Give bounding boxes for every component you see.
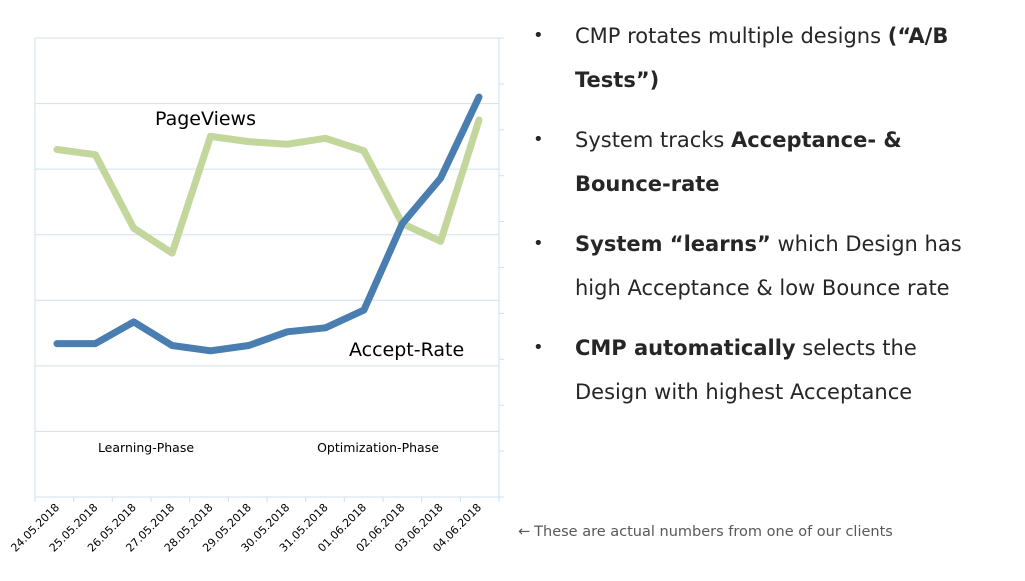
bullet-list: • CMP rotates multiple designs (“A/B Test… bbox=[533, 14, 993, 430]
bullet-text-bold: System “learns” bbox=[575, 232, 771, 256]
bullet-text: selects the Design with highest Acceptan… bbox=[575, 336, 917, 404]
bullet-item: • System “learns” which Design has high A… bbox=[533, 222, 993, 310]
bullet-text-bold: Acceptance- & Bounce-rate bbox=[575, 128, 902, 196]
bullet-item: • System tracks Acceptance- & Bounce-rate bbox=[533, 118, 993, 206]
series-label: PageViews bbox=[155, 108, 256, 130]
series-label: Accept-Rate bbox=[349, 339, 464, 361]
footnote-text: These are actual numbers from one of our… bbox=[534, 524, 893, 540]
bullet-text: CMP rotates multiple designs bbox=[575, 24, 888, 48]
bullet-text: which Design has high Acceptance & low B… bbox=[575, 232, 962, 300]
bullet-dot-icon: • bbox=[533, 25, 544, 46]
bullet-text: System tracks bbox=[575, 128, 732, 152]
line-chart: Learning-Phase Optimization-Phase PageVie… bbox=[8, 37, 504, 555]
chart-grid bbox=[34, 37, 504, 502]
phase-annotation: Optimization-Phase bbox=[317, 440, 439, 455]
left-arrow-icon: ← bbox=[518, 524, 531, 540]
chart-annotations: Learning-Phase Optimization-Phase bbox=[98, 440, 439, 455]
series-line-accept-rate bbox=[53, 93, 483, 355]
phase-annotation: Learning-Phase bbox=[98, 440, 194, 455]
chart-series: PageViews Accept-Rate bbox=[53, 93, 483, 361]
x-axis-tick-labels: 24.05.201825.05.201826.05.201827.05.2018… bbox=[8, 501, 484, 555]
bullet-item: • CMP rotates multiple designs (“A/B Test… bbox=[533, 14, 993, 102]
bullet-dot-icon: • bbox=[533, 337, 544, 358]
footnote: ← These are actual numbers from one of ou… bbox=[518, 524, 893, 540]
bullet-item: • CMP automatically selects the Design wi… bbox=[533, 326, 993, 414]
bullet-dot-icon: • bbox=[533, 233, 544, 254]
bullet-text-bold: (“A/B Tests”) bbox=[575, 24, 949, 92]
series-line-pageviews bbox=[53, 116, 483, 257]
bullet-text-bold: CMP automatically bbox=[575, 336, 796, 360]
bullet-dot-icon: • bbox=[533, 129, 544, 150]
